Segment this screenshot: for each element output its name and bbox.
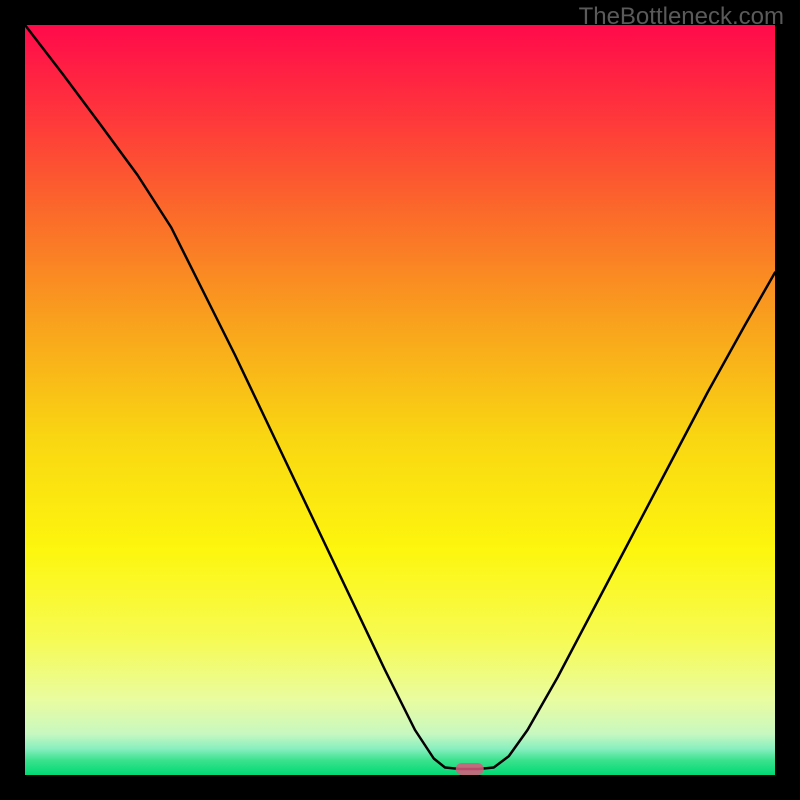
plot-area (25, 25, 775, 775)
curve-path (25, 25, 775, 769)
dip-marker (456, 763, 484, 775)
chart-root: TheBottleneck.com (0, 0, 800, 800)
watermark-text: TheBottleneck.com (579, 3, 784, 31)
bottleneck-curve (25, 25, 775, 775)
